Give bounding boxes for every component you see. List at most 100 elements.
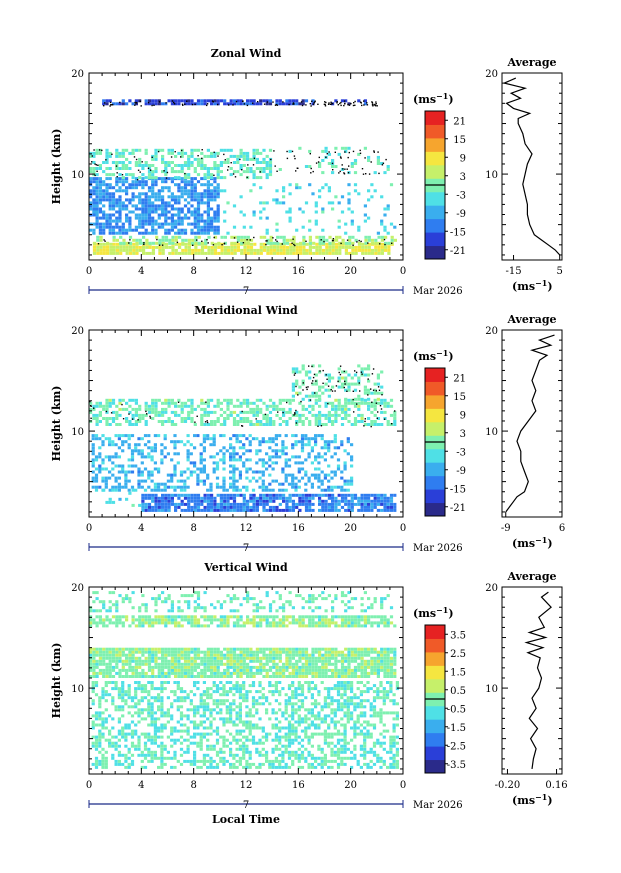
heatmap-cell <box>336 720 341 724</box>
heatmap-cell <box>225 759 229 763</box>
heatmap-cell <box>334 499 338 503</box>
heatmap-cell <box>210 99 214 103</box>
contour-mark <box>341 164 343 166</box>
heatmap-cell <box>236 413 240 417</box>
heatmap-cell <box>340 443 344 447</box>
heatmap-cell <box>284 458 288 462</box>
heatmap-cell <box>265 708 269 712</box>
heatmap-cell <box>121 102 125 106</box>
heatmap-cell <box>92 248 97 252</box>
heatmap-cell <box>180 180 184 184</box>
heatmap-cell <box>259 201 263 205</box>
heatmap-cell <box>131 192 135 196</box>
heatmap-cell <box>89 410 93 414</box>
heatmap-cell <box>114 434 118 438</box>
contour-mark <box>212 244 215 246</box>
heatmap-cell <box>127 464 131 468</box>
heatmap-cell <box>147 434 151 438</box>
heatmap-cell <box>363 756 367 760</box>
heatmap-cell <box>200 417 204 420</box>
heatmap-cell <box>330 741 334 745</box>
heatmap-cell <box>196 102 201 106</box>
heatmap-cell <box>308 251 312 255</box>
heatmap-cell <box>131 423 135 426</box>
heatmap-cell <box>127 747 131 751</box>
heatmap-cell <box>235 440 239 444</box>
heatmap-cell <box>298 186 302 190</box>
heatmap-cell <box>91 699 95 703</box>
heatmap-cell <box>130 452 135 456</box>
heatmap-cell <box>167 499 171 503</box>
heatmap-cell <box>92 161 96 164</box>
heatmap-cell <box>196 173 201 177</box>
heatmap-cell <box>268 759 272 763</box>
heatmap-cell <box>383 410 387 414</box>
heatmap-cell <box>89 177 93 181</box>
heatmap-cell <box>377 245 381 249</box>
heatmap-cell <box>271 461 275 465</box>
heatmap-cell <box>330 476 334 480</box>
heatmap-cell <box>314 219 318 223</box>
heatmap-cell <box>118 228 122 232</box>
heatmap-cell <box>235 458 239 462</box>
heatmap-cell <box>179 479 184 483</box>
heatmap-cell <box>255 496 259 500</box>
heatmap-cell <box>183 180 188 184</box>
heatmap-cell <box>272 508 276 512</box>
heatmap-cell <box>168 251 172 255</box>
heatmap-cell <box>350 493 354 497</box>
heatmap-cell <box>187 410 191 414</box>
heatmap-cell <box>128 186 132 190</box>
heatmap-cell <box>190 99 194 103</box>
heatmap-cell <box>147 452 151 456</box>
heatmap-cell <box>190 496 194 500</box>
heatmap-cell <box>101 458 105 462</box>
heatmap-cell <box>141 216 145 220</box>
heatmap-cell <box>193 170 197 174</box>
heatmap-cell <box>179 699 184 703</box>
heatmap-cell <box>154 401 158 405</box>
contour-mark <box>128 242 130 244</box>
heatmap-cell <box>190 228 194 232</box>
heatmap-cell <box>108 222 112 226</box>
heatmap-cell <box>361 248 365 252</box>
heatmap-cell <box>102 180 106 184</box>
heatmap-cell <box>262 161 266 164</box>
heatmap-cell <box>183 482 187 486</box>
heatmap-cell <box>248 762 252 766</box>
heatmap-cell <box>101 440 105 444</box>
heatmap-cell <box>127 705 131 709</box>
heatmap-cell <box>383 508 387 512</box>
heatmap-cell <box>327 702 331 706</box>
heatmap-cell <box>327 502 331 506</box>
heatmap-cell <box>183 496 188 500</box>
heatmap-cell <box>161 198 165 202</box>
contour-mark <box>370 425 372 428</box>
heatmap-cell <box>376 155 380 159</box>
contour-mark <box>266 240 268 242</box>
heatmap-cell <box>167 216 171 220</box>
heatmap-cell <box>223 502 227 506</box>
heatmap-cell <box>153 467 157 471</box>
heatmap-cell <box>281 449 285 453</box>
heatmap-cell <box>324 401 328 405</box>
heatmap-cell <box>143 747 148 751</box>
heatmap-cell <box>215 702 220 706</box>
heatmap-cell <box>206 148 210 152</box>
heatmap-cell <box>157 222 161 226</box>
heatmap-cell <box>275 508 279 512</box>
heatmap-cell <box>262 417 266 420</box>
heatmap-cell <box>357 508 361 512</box>
contour-mark <box>314 100 316 102</box>
heatmap-cell <box>194 251 198 255</box>
heatmap-cell <box>108 417 112 420</box>
heatmap-cell <box>343 756 347 760</box>
heatmap-cell <box>350 479 354 483</box>
heatmap-cell <box>163 482 167 486</box>
heatmap-cell <box>193 735 197 739</box>
heatmap-cell <box>318 413 322 417</box>
heatmap-cell <box>230 245 234 249</box>
heatmap-cell <box>216 404 220 408</box>
contour-mark <box>91 161 93 163</box>
heatmap-cell <box>215 765 220 769</box>
